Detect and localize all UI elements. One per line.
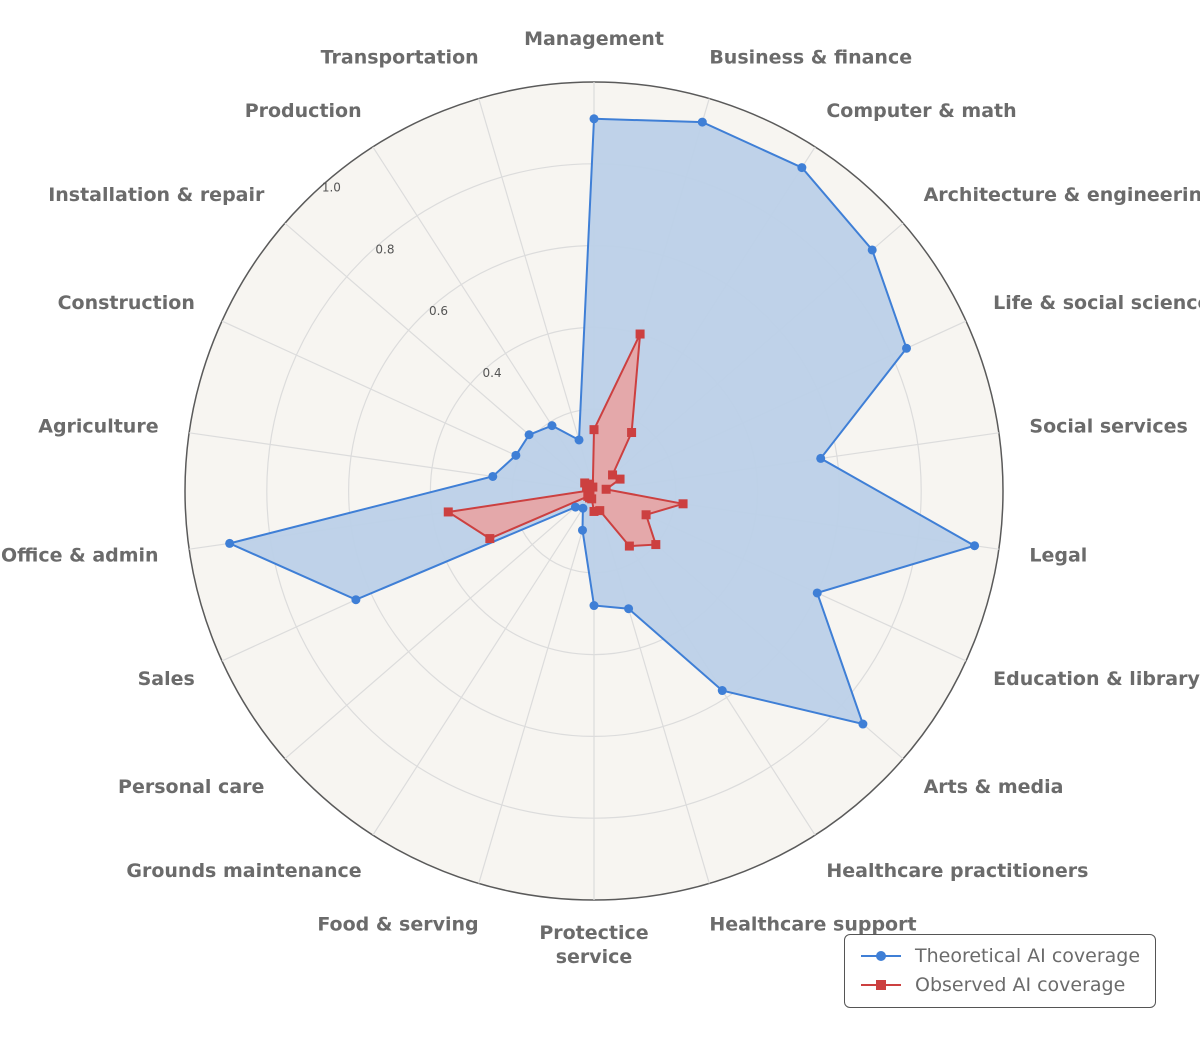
legend-key-circle-icon: [861, 951, 901, 961]
point-theoretical-ai-coverage-computer-and-math: [797, 163, 807, 173]
point-observed-ai-coverage-healthcare-support: [595, 506, 605, 516]
point-observed-ai-coverage-business-and-finance: [635, 329, 645, 339]
category-label-life-and-social-sciences: Life & social sciences: [993, 292, 1200, 314]
point-theoretical-ai-coverage-transportation: [574, 435, 584, 445]
category-label-line: service: [556, 946, 633, 968]
point-theoretical-ai-coverage-personal-care: [570, 502, 580, 512]
category-labels: Management Business & finance Computer & m…: [1, 28, 1200, 968]
point-theoretical-ai-coverage-education-and-library: [812, 588, 822, 598]
category-label-business-and-finance: Business & finance: [709, 46, 912, 68]
point-observed-ai-coverage-transportation: [588, 482, 598, 492]
category-label-line: Protectice: [539, 922, 648, 944]
category-label-computer-and-math: Computer & math: [826, 100, 1016, 122]
point-theoretical-ai-coverage-arts-and-media: [858, 719, 868, 729]
legend: Theoretical AI coverage Observed AI cove…: [844, 934, 1156, 1008]
category-label-office-and-admin: Office & admin: [1, 544, 159, 566]
point-theoretical-ai-coverage-protectice-service: [589, 601, 599, 611]
category-label-management: Management: [524, 28, 664, 50]
category-label-protectice-service: Protectice service: [539, 922, 648, 968]
point-theoretical-ai-coverage-healthcare-practitioners: [717, 686, 727, 696]
grid-spoke-food-and-serving: [478, 490, 595, 884]
point-observed-ai-coverage-computer-and-math: [627, 428, 637, 438]
tick-label-1-0: 1.0: [322, 180, 341, 194]
point-observed-ai-coverage-education-and-library: [641, 510, 651, 520]
point-observed-ai-coverage-architecture-and-engineering: [608, 470, 618, 480]
category-label-healthcare-practitioners: Healthcare practitioners: [826, 860, 1088, 882]
tick-label-0-6: 0.6: [429, 304, 448, 318]
point-observed-ai-coverage-office-and-admin: [443, 507, 453, 517]
point-observed-ai-coverage-personal-care: [583, 491, 593, 501]
point-observed-ai-coverage-healthcare-practitioners: [624, 541, 634, 551]
tick-label-0-8: 0.8: [375, 242, 394, 256]
category-label-installation-and-repair: Installation & repair: [48, 184, 265, 206]
radar-markers: [225, 114, 980, 729]
point-theoretical-ai-coverage-agriculture: [488, 471, 498, 481]
point-theoretical-ai-coverage-production: [547, 421, 557, 431]
point-theoretical-ai-coverage-legal: [970, 541, 980, 551]
category-label-food-and-serving: Food & serving: [317, 914, 478, 936]
point-theoretical-ai-coverage-construction: [511, 450, 521, 460]
category-label-arts-and-media: Arts & media: [924, 776, 1064, 798]
tick-label-0-4: 0.4: [483, 366, 502, 380]
category-label-architecture-and-engineering: Architecture & engineering: [924, 184, 1200, 206]
category-label-transportation: Transportation: [321, 46, 479, 68]
radial-tick-labels: 0.4 0.6 0.8 1.0: [322, 180, 502, 379]
point-theoretical-ai-coverage-architecture-and-engineering: [867, 245, 877, 255]
point-observed-ai-coverage-protectice-service: [589, 506, 599, 516]
point-theoretical-ai-coverage-life-and-social-sciences: [902, 343, 912, 353]
point-theoretical-ai-coverage-management: [589, 114, 599, 124]
point-observed-ai-coverage-installation-and-repair: [580, 478, 590, 488]
point-theoretical-ai-coverage-business-and-finance: [697, 117, 707, 127]
point-theoretical-ai-coverage-grounds-maintenance: [578, 503, 588, 513]
category-label-grounds-maintenance: Grounds maintenance: [126, 860, 361, 882]
category-label-legal: Legal: [1029, 544, 1087, 566]
category-label-personal-care: Personal care: [118, 776, 264, 798]
legend-item-theoretical: Theoretical AI coverage: [859, 943, 1140, 969]
point-observed-ai-coverage-arts-and-media: [651, 540, 661, 550]
point-theoretical-ai-coverage-social-services: [816, 453, 826, 463]
legend-label-observed: Observed AI coverage: [915, 974, 1126, 996]
category-label-healthcare-support: Healthcare support: [709, 914, 916, 936]
point-theoretical-ai-coverage-food-and-serving: [577, 525, 587, 535]
point-theoretical-ai-coverage-installation-and-repair: [524, 430, 534, 440]
category-label-construction: Construction: [58, 292, 195, 314]
grid-spoke-grounds-maintenance: [372, 490, 595, 836]
point-theoretical-ai-coverage-sales: [351, 595, 361, 605]
point-observed-ai-coverage-legal: [678, 499, 688, 509]
point-observed-ai-coverage-life-and-social-sciences: [615, 474, 625, 484]
category-label-sales: Sales: [138, 668, 195, 690]
point-theoretical-ai-coverage-healthcare-support: [624, 604, 634, 614]
legend-key-square-icon: [861, 980, 901, 990]
legend-item-observed: Observed AI coverage: [859, 972, 1125, 998]
category-label-agriculture: Agriculture: [38, 416, 158, 438]
grid-spoke-transportation: [478, 98, 595, 492]
point-observed-ai-coverage-sales: [485, 534, 495, 544]
category-label-production: Production: [245, 100, 362, 122]
category-label-social-services: Social services: [1029, 416, 1187, 438]
category-label-education-and-library: Education & library: [993, 668, 1200, 690]
point-observed-ai-coverage-social-services: [601, 484, 611, 494]
point-observed-ai-coverage-management: [589, 425, 599, 435]
legend-label-theoretical: Theoretical AI coverage: [915, 945, 1141, 967]
grid-spoke-personal-care: [284, 490, 595, 760]
point-theoretical-ai-coverage-office-and-admin: [225, 538, 235, 548]
